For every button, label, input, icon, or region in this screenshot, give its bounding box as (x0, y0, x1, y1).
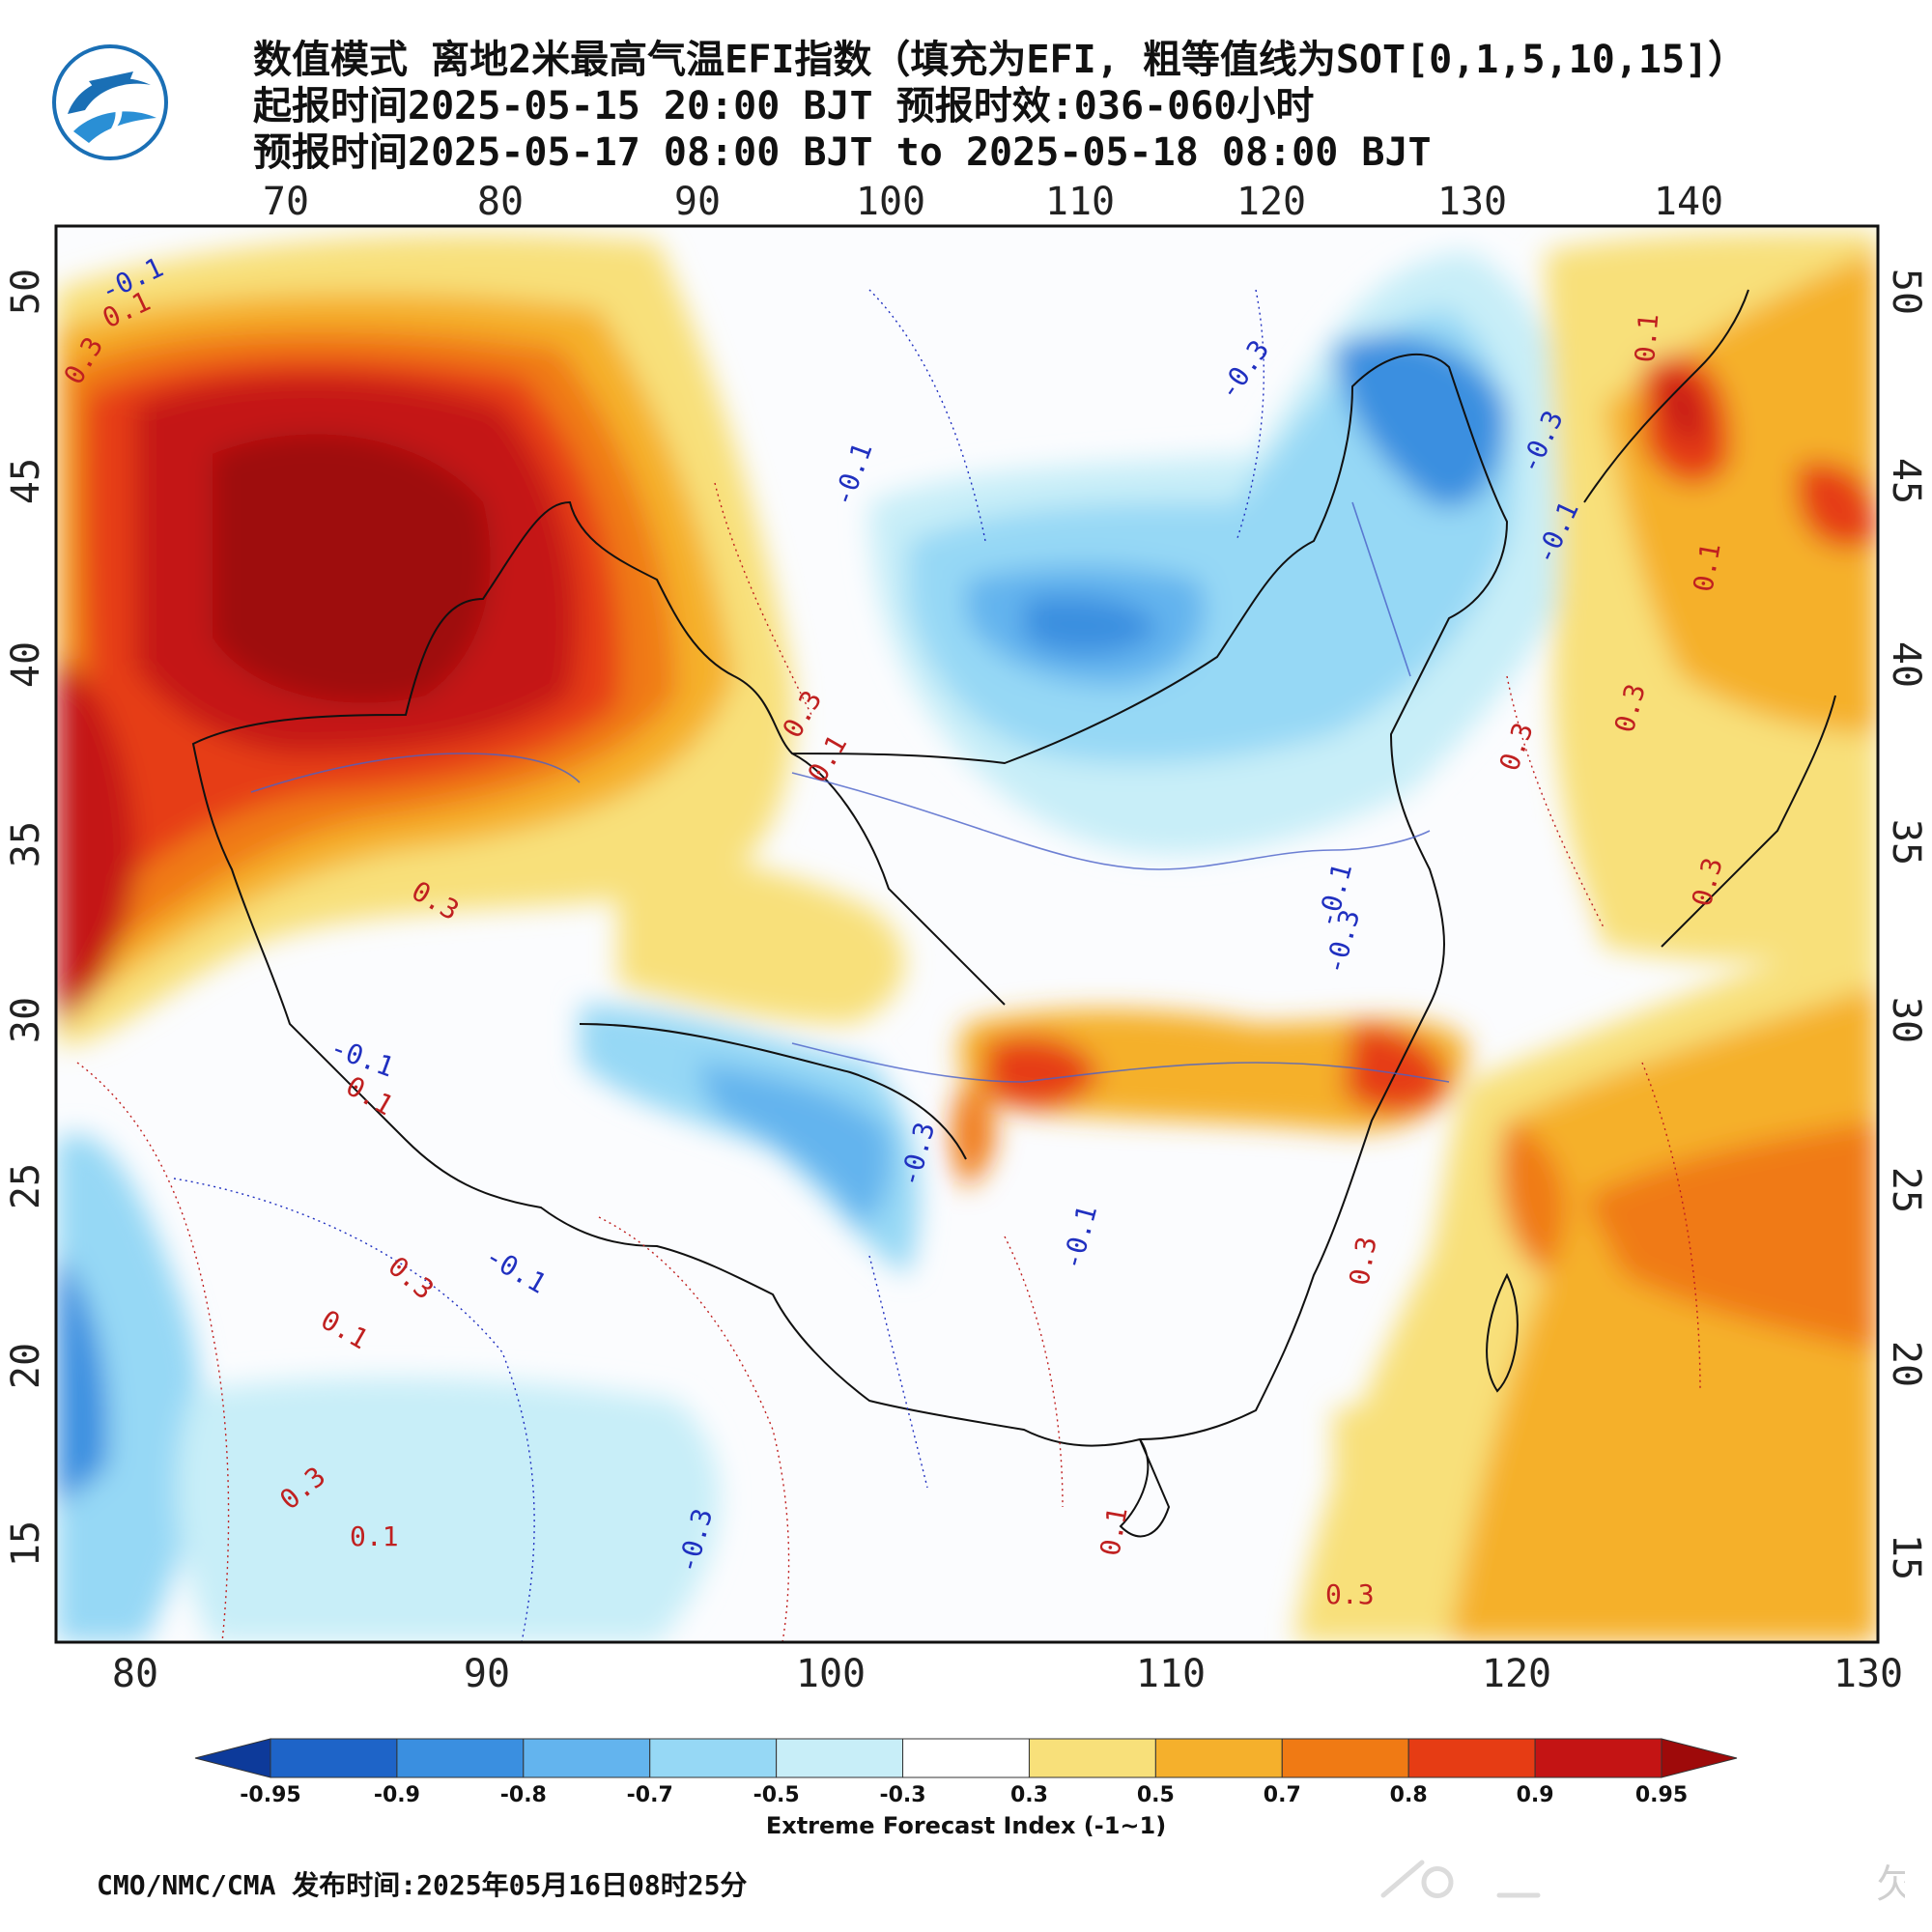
colorbar-segment (396, 1738, 525, 1778)
lon-label-bottom: 120 (1482, 1652, 1551, 1696)
left-latitude-axis: 50 45 40 35 30 25 20 15 (4, 269, 48, 1567)
colorbar-tick-label: -0.95 (240, 1783, 301, 1807)
lon-label-top: 120 (1236, 180, 1306, 224)
map-frame (54, 224, 1880, 1644)
watermark-text: 欠 (1876, 1862, 1905, 1907)
lat-label-right: 45 (1884, 458, 1928, 504)
bottom-longitude-axis: 80 90 100 110 120 130 (112, 1652, 1903, 1696)
colorbar-segment (270, 1738, 398, 1778)
contour-label: 0.1 (350, 1520, 399, 1552)
lon-label-top: 90 (674, 180, 721, 224)
colorbar-tick-label: 0.7 (1263, 1783, 1301, 1807)
init-time-line: 起报时间2025-05-15 20:00 BJT 预报时效:036-060小时 (253, 84, 1315, 128)
efi-field: -0.1 0.1 0.3 -0.3 -0.1 -0.3 -0.1 -0.1 0.… (56, 226, 1878, 1642)
colorbar-tick-label: -0.5 (753, 1783, 800, 1807)
colorbar-segment (1028, 1738, 1156, 1778)
lon-label-top: 80 (477, 180, 524, 224)
lat-label-left: 40 (4, 641, 48, 688)
right-latitude-axis: 50 45 40 35 30 25 20 15 (1884, 269, 1928, 1580)
rivers (250, 501, 1450, 1083)
lon-label-top: 70 (263, 180, 309, 224)
valid-time-line: 预报时间2025-05-17 08:00 BJT to 2025-05-18 0… (253, 130, 1432, 175)
lon-label-bottom: 130 (1833, 1652, 1903, 1696)
chart-title: 数值模式 离地2米最高气温EFI指数（填充为EFI, 粗等值线为SOT[0,1,… (253, 38, 1747, 82)
lat-label-right: 40 (1884, 641, 1928, 688)
colorbar-arrow-right (1661, 1738, 1738, 1778)
lat-label-left: 50 (4, 269, 48, 315)
lon-label-bottom: 80 (112, 1652, 158, 1696)
colorbar-tick-label: -0.7 (626, 1783, 673, 1807)
colorbar-tick-label: 0.95 (1634, 1783, 1689, 1807)
top-longitude-axis: 70 80 90 100 110 120 130 140 (263, 180, 1723, 224)
lon-label-top: 100 (856, 180, 925, 224)
lat-label-right: 15 (1884, 1534, 1928, 1580)
colorbar-tick-label: 0.5 (1136, 1783, 1175, 1807)
lat-label-left: 30 (4, 997, 48, 1043)
lon-label-bottom: 110 (1136, 1652, 1206, 1696)
lon-label-bottom: 100 (796, 1652, 866, 1696)
lon-label-top: 130 (1437, 180, 1507, 224)
colorbar-segment (1407, 1738, 1536, 1778)
colorbar-segment (776, 1738, 904, 1778)
contour-lines (76, 289, 1701, 1642)
lat-label-right: 35 (1884, 819, 1928, 866)
colorbar-segment (902, 1738, 1030, 1778)
colorbar-tick-label: -0.9 (373, 1783, 420, 1807)
lat-label-left: 25 (4, 1163, 48, 1209)
colorbar-tick-label: 0.3 (1009, 1783, 1048, 1807)
colorbar-segment (1154, 1738, 1283, 1778)
contour-label: 0.1 (1629, 312, 1664, 363)
colorbar-tick-label: -0.8 (499, 1783, 547, 1807)
lat-label-right: 25 (1884, 1167, 1928, 1213)
lat-label-left: 45 (4, 458, 48, 504)
colorbar-tick-label: 0.8 (1389, 1783, 1428, 1807)
contour-label: 0.3 (1325, 1578, 1375, 1610)
colorbar-tick-label: 0.9 (1516, 1783, 1554, 1807)
colorbar-segment (523, 1738, 651, 1778)
colorbar-segment (1534, 1738, 1662, 1778)
watermark-logo-icon: 欠 (1380, 1860, 1905, 1907)
colorbar-segment (649, 1738, 778, 1778)
lat-label-right: 30 (1884, 997, 1928, 1043)
lat-label-left: 35 (4, 821, 48, 867)
lon-label-top: 140 (1654, 180, 1723, 224)
lon-label-top: 110 (1045, 180, 1115, 224)
colorbar (194, 1738, 1738, 1778)
cma-weather-logo-icon (52, 44, 168, 160)
lat-label-left: 20 (4, 1343, 48, 1389)
colorbar-arrow-left (194, 1738, 271, 1778)
colorbar-title: Extreme Forecast Index (-1~1) (765, 1812, 1167, 1839)
lon-label-bottom: 90 (464, 1652, 510, 1696)
lat-label-left: 15 (4, 1520, 48, 1567)
colorbar-tick-label: -0.3 (879, 1783, 926, 1807)
colorbar-segment (1281, 1738, 1409, 1778)
lat-label-right: 20 (1884, 1341, 1928, 1387)
lat-label-right: 50 (1884, 269, 1928, 315)
issue-footer: CMO/NMC/CMA 发布时间:2025年05月16日08时25分 (97, 1869, 748, 1901)
